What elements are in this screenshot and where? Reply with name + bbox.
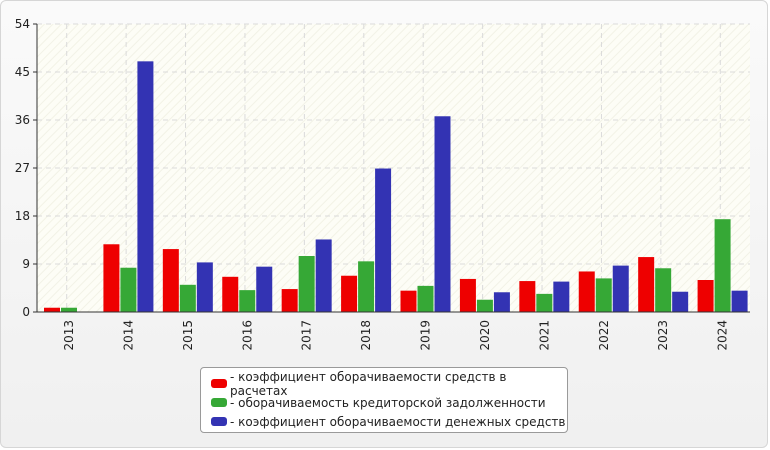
x-tick-label: 2021 [537, 320, 551, 351]
bar-2019-series-3 [434, 116, 451, 313]
bar-2016-series-3 [256, 266, 273, 312]
bar-2020-series-3 [493, 292, 510, 312]
bar-2019-series-2 [417, 285, 434, 312]
bar-2017-series-3 [315, 239, 332, 312]
y-tick-label: 45 [15, 65, 30, 79]
legend-label: - коэффициент оборачиваемости денежных с… [230, 414, 566, 429]
x-tick-label: 2019 [419, 320, 433, 351]
y-tick-label: 9 [22, 257, 30, 271]
y-tick-label: 27 [15, 161, 30, 175]
bar-2013-series-1 [44, 307, 60, 312]
bar-2023-series-2 [655, 268, 672, 312]
x-tick-label: 2013 [62, 320, 76, 351]
x-tick-label: 2016 [240, 320, 254, 351]
bar-2021-series-1 [519, 281, 536, 312]
bar-2015-series-3 [196, 262, 213, 312]
bar-2024-series-3 [731, 290, 748, 312]
legend-swatch-red [211, 379, 227, 388]
bar-2023-series-3 [672, 291, 689, 312]
x-tick-label: 2023 [656, 320, 670, 351]
legend-label: - оборачиваемость кредиторской задолженн… [230, 395, 546, 410]
y-tick-label: 0 [22, 305, 30, 319]
legend-item-series-3: - коэффициент оборачиваемости денежных с… [211, 412, 567, 431]
y-tick-label: 54 [15, 17, 30, 31]
bar-2021-series-2 [536, 293, 553, 312]
bar-2015-series-1 [162, 249, 179, 312]
bar-2020-series-1 [459, 278, 476, 312]
legend-swatch-green [211, 398, 227, 407]
bar-2014-series-2 [120, 267, 137, 312]
bar-2024-series-2 [714, 219, 731, 312]
bar-2018-series-2 [358, 261, 375, 312]
bar-2017-series-1 [281, 289, 298, 312]
legend-label: - коэффициент оборачиваемости средств в … [230, 369, 507, 398]
bar-2018-series-3 [375, 168, 392, 312]
x-tick-label: 2024 [716, 320, 730, 351]
bar-2013-series-2 [61, 307, 77, 312]
legend-item-series-1: - коэффициент оборачиваемости средств в … [211, 370, 567, 398]
bar-2018-series-1 [341, 275, 358, 312]
bar-2021-series-3 [553, 281, 570, 312]
legend-swatch-blue [211, 417, 227, 426]
x-tick-label: 2018 [359, 320, 373, 351]
bar-2016-series-1 [222, 276, 239, 312]
x-tick-label: 2020 [478, 320, 492, 351]
legend: - коэффициент оборачиваемости средств в … [200, 367, 568, 433]
legend-item-series-2: - оборачиваемость кредиторской задолженн… [211, 393, 567, 412]
bar-2024-series-1 [697, 280, 714, 312]
y-tick-label: 18 [15, 209, 30, 223]
bar-2022-series-2 [595, 278, 612, 312]
x-tick-label: 2015 [181, 320, 195, 351]
bar-2022-series-1 [578, 271, 595, 312]
bar-2022-series-3 [612, 265, 629, 312]
bar-2014-series-1 [103, 244, 120, 312]
bar-2014-series-3 [137, 61, 154, 313]
x-tick-label: 2014 [121, 320, 135, 351]
bar-2019-series-1 [400, 290, 417, 312]
y-tick-label: 36 [15, 113, 30, 127]
bar-2020-series-2 [476, 299, 493, 312]
x-tick-label: 2022 [597, 320, 611, 351]
bar-2017-series-2 [298, 256, 315, 312]
x-tick-label: 2017 [300, 320, 314, 351]
bar-2023-series-1 [638, 257, 655, 312]
bar-2016-series-2 [239, 290, 256, 312]
bar-2015-series-2 [179, 284, 196, 312]
